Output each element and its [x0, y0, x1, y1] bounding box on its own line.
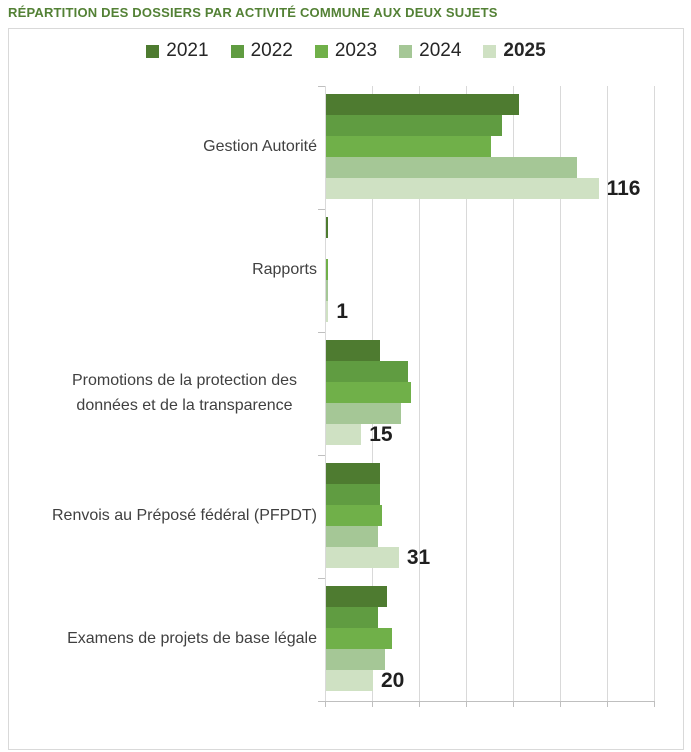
x-axis-tick [419, 702, 420, 707]
legend-label: 2025 [503, 40, 546, 61]
bar-2023 [326, 259, 329, 280]
bar-2021 [326, 340, 381, 361]
data-label-2025: 116 [606, 176, 641, 200]
gridline [466, 86, 467, 701]
category-label: Examens de projets de base légale [9, 578, 317, 701]
y-axis-tick [318, 332, 325, 333]
data-label-2025: 15 [369, 422, 393, 446]
x-axis-tick [607, 702, 608, 707]
bar-2024 [326, 403, 402, 424]
bar-2022 [326, 361, 409, 382]
bar-2023 [326, 136, 491, 157]
legend-label: 2021 [166, 40, 209, 61]
bar-2021 [326, 217, 329, 238]
gridline [325, 86, 326, 701]
bar-2022 [326, 484, 381, 505]
bar-2024 [326, 280, 329, 301]
legend-item-2023: 2023 [314, 40, 378, 62]
legend-swatch-icon [314, 44, 328, 58]
y-axis-tick [318, 578, 325, 579]
bar-2024 [326, 526, 378, 547]
legend-label: 2023 [334, 40, 378, 61]
category-label: Gestion Autorité [9, 86, 317, 209]
bar-2022 [326, 607, 378, 628]
data-label-2025: 1 [336, 299, 349, 323]
bar-2025 [326, 301, 329, 322]
bar-2025 [326, 547, 399, 568]
category-label: Renvois au Préposé fédéral (PFPDT) [9, 455, 317, 578]
category-label-text: Rapports [252, 261, 317, 279]
x-axis-tick [325, 702, 326, 707]
legend-label: 2022 [250, 40, 293, 61]
legend-item-2024: 2024 [399, 40, 461, 62]
category-label-text: Examens de projets de base légale [67, 630, 317, 648]
bar-2023 [326, 505, 383, 526]
category-label: Rapports [9, 209, 317, 332]
bar-2025 [326, 424, 362, 445]
bar-2021 [326, 586, 388, 607]
legend-swatch-icon [146, 44, 160, 58]
y-axis-tick [318, 455, 325, 456]
bar-2024 [326, 157, 578, 178]
legend-label: 2024 [419, 40, 462, 61]
legend-swatch-icon [230, 44, 244, 58]
gridline [513, 86, 514, 701]
legend-item-2021: 2021 [146, 40, 209, 62]
x-axis-tick [513, 702, 514, 707]
legend-item-2022: 2022 [230, 40, 293, 62]
y-axis-tick [318, 701, 325, 702]
x-axis-tick [560, 702, 561, 707]
bar-2023 [326, 628, 392, 649]
gridline [419, 86, 420, 701]
bar-2025 [326, 670, 373, 691]
bar-2021 [326, 463, 381, 484]
bar-2022 [326, 115, 503, 136]
chart-frame: 2021 2022 2023 2024 2025 Gestion Autorité Rap… [8, 28, 684, 750]
bar-2024 [326, 649, 385, 670]
legend: 2021 2022 2023 2024 2025 [9, 40, 683, 62]
x-axis-tick [654, 702, 655, 707]
plot-area: 0204060801001201401161153120 [318, 86, 655, 707]
category-label-text: Gestion Autorité [203, 138, 317, 156]
data-label-2025: 31 [406, 545, 431, 569]
chart-title: RÉPARTITION DES DOSSIERS PAR ACTIVITÉ CO… [8, 5, 498, 20]
legend-swatch-icon [483, 44, 497, 58]
x-axis-tick [372, 702, 373, 707]
x-axis-tick [466, 702, 467, 707]
y-axis-tick [318, 86, 325, 87]
y-axis-tick [318, 209, 325, 210]
x-axis-line [325, 701, 655, 702]
category-label-text: Promotions de la protection des données … [71, 371, 297, 414]
bar-2025 [326, 178, 599, 199]
gridline [607, 86, 608, 701]
category-labels: Gestion Autorité Rapports Promotions de la… [9, 86, 317, 701]
data-label-2025: 20 [381, 668, 405, 692]
gridline [560, 86, 561, 701]
legend-item-2025: 2025 [483, 40, 546, 62]
category-label: Promotions de la protection des données … [9, 332, 317, 455]
category-label-text: Renvois au Préposé fédéral (PFPDT) [52, 507, 317, 525]
gridline [654, 86, 655, 701]
legend-swatch-icon [399, 44, 413, 58]
bar-2021 [326, 94, 519, 115]
bar-2023 [326, 382, 411, 403]
